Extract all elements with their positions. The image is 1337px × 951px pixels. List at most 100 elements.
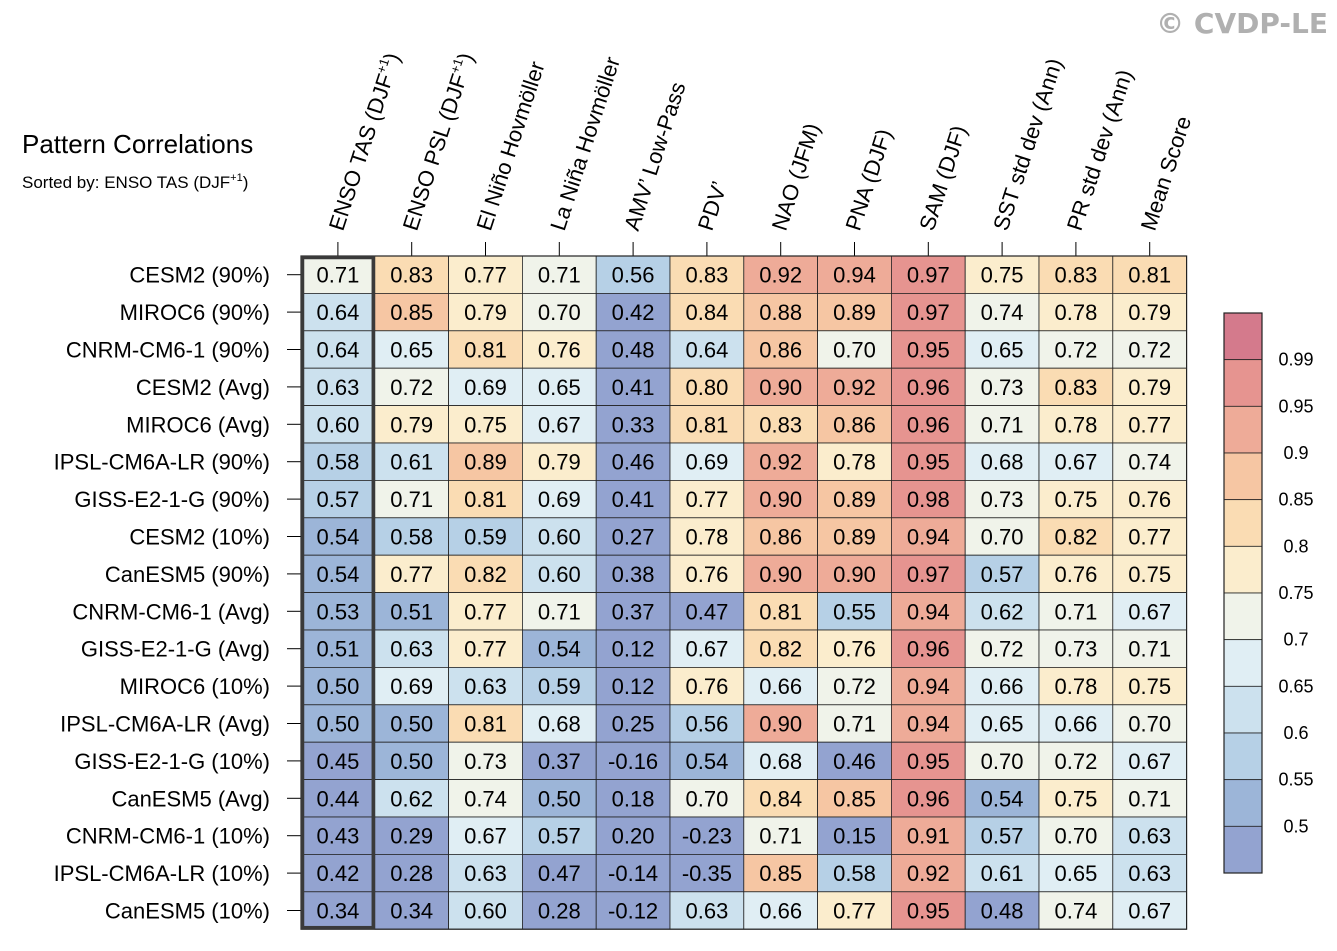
cell-value: 0.90 bbox=[759, 375, 802, 400]
column-label-text: AMV’ Low-Pass bbox=[619, 79, 691, 234]
cell-value: 0.94 bbox=[907, 674, 950, 699]
cell-value: 0.59 bbox=[538, 674, 581, 699]
cell-value: 0.97 bbox=[907, 300, 950, 325]
cell-value: 0.70 bbox=[538, 300, 581, 325]
heatmap-cell bbox=[1038, 891, 1114, 930]
column-label: NAO (JFM) bbox=[767, 120, 825, 233]
heatmap-cell bbox=[1112, 854, 1188, 893]
cell-value: 0.70 bbox=[685, 786, 728, 811]
cell-value: 0.92 bbox=[759, 263, 802, 288]
heatmap-cell bbox=[669, 592, 745, 631]
cell-value: 0.66 bbox=[759, 674, 802, 699]
cell-value: 0.81 bbox=[1128, 263, 1171, 288]
heatmap-cell bbox=[964, 405, 1040, 444]
cell-value: 0.79 bbox=[464, 300, 507, 325]
cell-value: 0.75 bbox=[1128, 562, 1171, 587]
heatmap-cell bbox=[891, 517, 966, 556]
heatmap-cell bbox=[817, 330, 892, 369]
heatmap-cell bbox=[817, 704, 892, 743]
colorbar-tick-label: 0.5 bbox=[1283, 816, 1308, 836]
cell-value: 0.37 bbox=[538, 749, 581, 774]
cell-value: 0.78 bbox=[685, 525, 728, 550]
cell-value: 0.95 bbox=[907, 450, 950, 475]
cell-value: 0.66 bbox=[981, 674, 1024, 699]
cell-value: 0.95 bbox=[907, 899, 950, 924]
cell-value: 0.45 bbox=[316, 749, 359, 774]
row-label: GISS-E2-1-G (Avg) bbox=[81, 637, 270, 662]
heatmap-cell bbox=[595, 255, 671, 294]
cell-value: 0.83 bbox=[1054, 375, 1097, 400]
cell-value: 0.51 bbox=[316, 637, 359, 662]
cell-value: 0.63 bbox=[1128, 824, 1171, 849]
cell-value: 0.68 bbox=[981, 450, 1024, 475]
column-label: Mean Score bbox=[1136, 113, 1196, 234]
cell-value: 0.50 bbox=[316, 712, 359, 737]
cell-value: 0.71 bbox=[538, 263, 581, 288]
heatmap-cell bbox=[522, 330, 597, 369]
heatmap-cell bbox=[522, 816, 597, 855]
heatmap-cell bbox=[374, 816, 449, 855]
column-label: PR std dev (Ann) bbox=[1062, 67, 1138, 234]
heatmap-cell bbox=[374, 629, 449, 668]
cell-value: 0.59 bbox=[464, 525, 507, 550]
cell-value: 0.96 bbox=[907, 786, 950, 811]
cell-value: 0.73 bbox=[981, 375, 1024, 400]
cell-value: 0.77 bbox=[390, 562, 433, 587]
cell-value: 0.67 bbox=[1128, 899, 1171, 924]
cell-value: 0.91 bbox=[907, 824, 950, 849]
heatmap-cell bbox=[669, 292, 745, 332]
cell-value: 0.67 bbox=[685, 637, 728, 662]
cell-value: 0.88 bbox=[759, 300, 802, 325]
heatmap-cell bbox=[522, 779, 597, 818]
cell-value: 0.74 bbox=[464, 786, 507, 811]
heatmap-cell bbox=[1112, 367, 1188, 407]
column-label: PNA (DJF) bbox=[840, 126, 896, 234]
cell-value: 0.66 bbox=[1054, 712, 1097, 737]
heatmap-cell bbox=[964, 816, 1040, 855]
heatmap-cell bbox=[522, 854, 597, 893]
heatmap-cell bbox=[891, 854, 966, 893]
cell-value: 0.58 bbox=[833, 861, 876, 886]
column-label: PDV’ bbox=[693, 178, 732, 233]
heatmap-cell bbox=[1038, 479, 1114, 519]
cell-value: 0.75 bbox=[1054, 487, 1097, 512]
heatmap-cell bbox=[595, 405, 671, 444]
heatmap-cell bbox=[669, 779, 745, 818]
heatmap-cell bbox=[374, 704, 449, 743]
row-label: CNRM-CM6-1 (90%) bbox=[66, 338, 270, 363]
cell-value: 0.38 bbox=[612, 562, 655, 587]
cell-value: 0.90 bbox=[759, 712, 802, 737]
cell-value: 0.76 bbox=[1128, 487, 1171, 512]
heatmap-cell bbox=[891, 741, 966, 781]
cell-value: 0.75 bbox=[981, 263, 1024, 288]
cell-value: 0.56 bbox=[612, 263, 655, 288]
column-label: La Niña Hovmöller bbox=[545, 54, 625, 234]
heatmap-cell bbox=[448, 442, 523, 481]
heatmap-cell bbox=[1112, 479, 1188, 519]
colorbar-tick-label: 0.9 bbox=[1283, 443, 1308, 463]
cell-value: 0.77 bbox=[1128, 412, 1171, 437]
cell-value: -0.14 bbox=[608, 861, 658, 886]
row-label: CNRM-CM6-1 (Avg) bbox=[72, 599, 270, 624]
colorbar-segment bbox=[1223, 732, 1263, 781]
cell-value: 0.50 bbox=[316, 674, 359, 699]
highlighted-column-frame bbox=[300, 255, 376, 930]
cell-value: 0.71 bbox=[1128, 786, 1171, 811]
cell-value: 0.92 bbox=[907, 861, 950, 886]
heatmap-cell bbox=[891, 816, 966, 855]
heatmap-cell bbox=[817, 779, 892, 818]
cell-value: 0.83 bbox=[759, 412, 802, 437]
heatmap-cell bbox=[817, 667, 892, 706]
row-label: MIROC6 (90%) bbox=[120, 300, 270, 325]
cell-value: 0.64 bbox=[316, 338, 359, 363]
heatmap-cell bbox=[1112, 704, 1188, 743]
heatmap-cell bbox=[1112, 891, 1188, 930]
cell-value: 0.86 bbox=[759, 338, 802, 363]
row-label: MIROC6 (10%) bbox=[120, 674, 270, 699]
cell-value: 0.86 bbox=[759, 525, 802, 550]
heatmap-cell bbox=[817, 592, 892, 631]
cell-value: 0.70 bbox=[1054, 824, 1097, 849]
cell-value: 0.60 bbox=[538, 525, 581, 550]
column-label: SAM (DJF) bbox=[914, 122, 971, 233]
row-label: CESM2 (Avg) bbox=[136, 375, 270, 400]
